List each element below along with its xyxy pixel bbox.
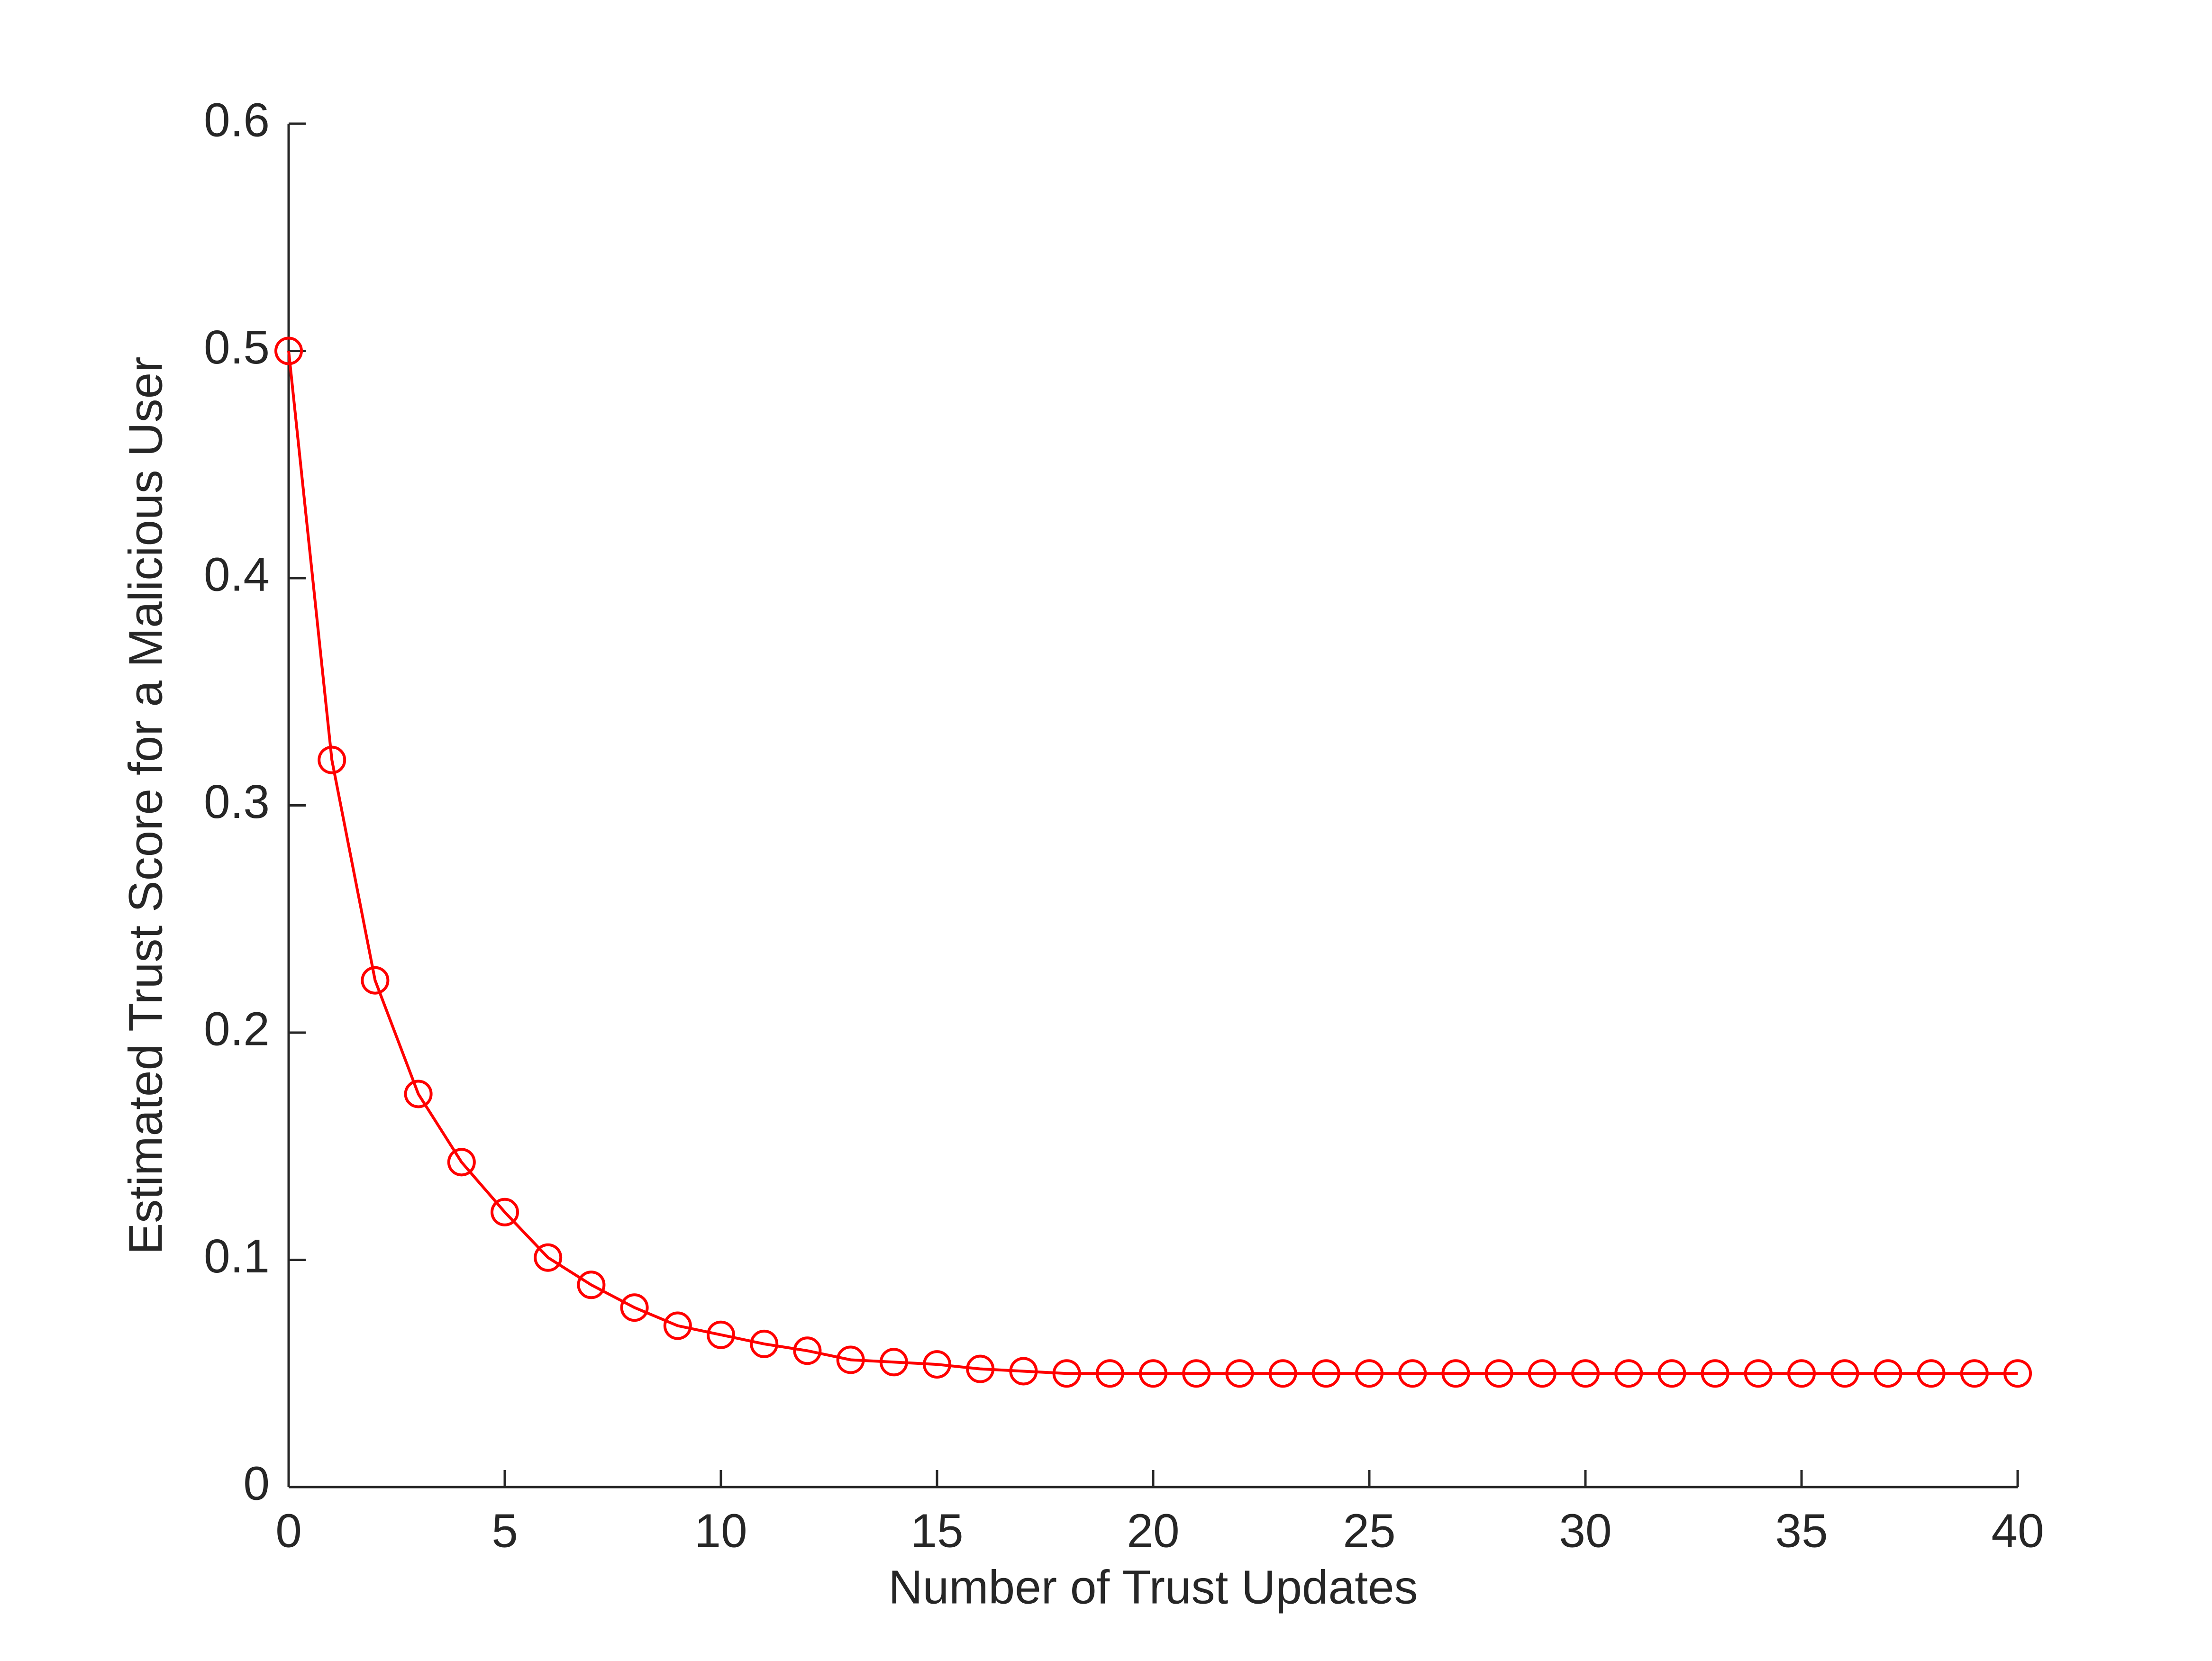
y-tick-label: 0 [243,1457,270,1510]
data-point [1614,1359,1643,1388]
data-point [1917,1359,1946,1388]
y-tick-label: 0.6 [204,93,270,146]
data-point [361,966,390,995]
data-point [1657,1359,1686,1388]
data-point [1268,1359,1297,1388]
data-point [793,1336,822,1365]
data-point [1009,1357,1038,1386]
data-point [1874,1359,1903,1388]
data-point [2003,1359,2032,1388]
data-point [318,745,346,774]
x-tick-label: 20 [1127,1504,1179,1557]
data-point [1398,1359,1427,1388]
data-point [1528,1359,1557,1388]
data-point [1744,1359,1773,1388]
x-tick-label: 30 [1559,1504,1611,1557]
data-point [1311,1359,1340,1388]
x-axis-label: Number of Trust Updates [888,1561,1418,1614]
data-point [274,336,303,365]
data-point [534,1243,563,1272]
y-tick-label: 0.5 [204,321,270,374]
data-point [879,1348,908,1377]
y-tick-label: 0.3 [204,775,270,828]
data-point [1182,1359,1211,1388]
data-point [620,1293,649,1322]
data-point [1830,1359,1859,1388]
y-tick-label: 0.1 [204,1230,270,1283]
x-tick-label: 35 [1775,1504,1828,1557]
data-point [1139,1359,1167,1388]
data-point [966,1354,995,1383]
data-point [1571,1359,1600,1388]
x-tick-label: 0 [275,1504,302,1557]
y-tick-label: 0.2 [204,1002,270,1055]
data-point [404,1080,433,1108]
x-tick-label: 15 [910,1504,963,1557]
data-point [1052,1359,1081,1388]
data-point [663,1311,692,1340]
x-tick-label: 5 [492,1504,518,1557]
data-point [491,1198,519,1226]
data-point [750,1329,779,1358]
x-tick-label: 25 [1343,1504,1395,1557]
data-point [1225,1359,1254,1388]
data-point [577,1271,606,1299]
data-point [1095,1359,1124,1388]
data-point [707,1320,735,1349]
data-point [836,1345,865,1374]
data-point [1701,1359,1730,1388]
data-line [287,351,2018,1375]
y-axis-label: Estimated Trust Score for a Malicious Us… [119,356,172,1254]
x-tick-label: 40 [1991,1504,2044,1557]
data-point [1787,1359,1816,1388]
data-point [1960,1359,1989,1388]
y-tick-label: 0.4 [204,548,270,601]
data-point [1484,1359,1513,1388]
data-point [1355,1359,1384,1388]
data-point [923,1350,951,1379]
x-tick-label: 10 [694,1504,747,1557]
data-point [1441,1359,1470,1388]
data-point [447,1148,476,1177]
